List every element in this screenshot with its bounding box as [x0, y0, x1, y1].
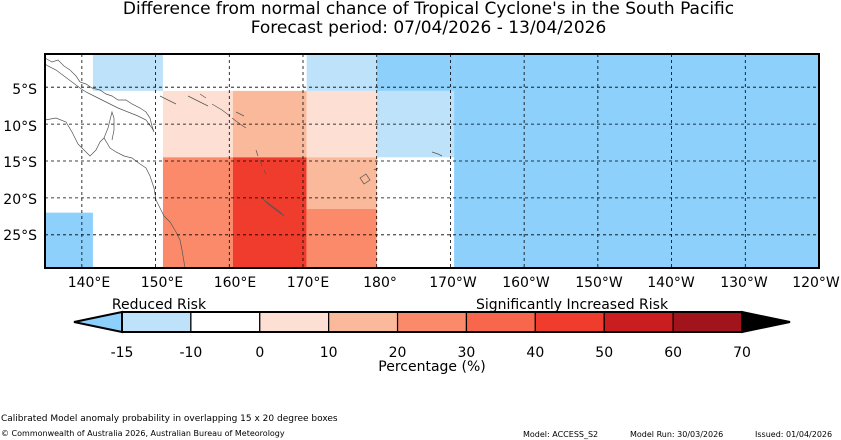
reduced-risk-label: Reduced Risk: [112, 297, 207, 313]
colorbar-under-arrow: [73, 310, 123, 334]
risk-cell: [306, 54, 377, 91]
new-guinea-coast: [45, 57, 155, 133]
colorbar-tick-label: 50: [595, 345, 613, 361]
samoa-islands: [431, 151, 443, 157]
colorbar-bin: [259, 311, 330, 333]
colorbar-tick-label: -10: [179, 345, 202, 361]
colorbar-tick-label: 70: [733, 345, 751, 361]
footer-model: Model: ACCESS_S2: [523, 430, 599, 439]
lon-label: 120°W: [792, 275, 840, 291]
colorbar-over-arrow: [741, 310, 791, 334]
lon-label: 160°E: [214, 275, 257, 291]
map-title: Difference from normal chance of Tropica…: [122, 0, 735, 19]
risk-cell: [162, 157, 233, 268]
colorbar-bin: [190, 311, 261, 333]
footer-model-run: Model Run: 30/03/2026: [630, 430, 724, 439]
fiji-islands: [359, 167, 379, 185]
lon-label: 160°W: [502, 275, 550, 291]
colorbar-bin: [328, 311, 399, 333]
colorbar-bin: [465, 311, 536, 333]
map-frame: [44, 53, 820, 269]
new-caledonia: [261, 197, 285, 217]
colorbar-bin: [603, 311, 674, 333]
colorbar-bin: [121, 311, 192, 333]
colorbar-frame: [121, 311, 743, 333]
lat-label: 10°S: [3, 119, 37, 135]
risk-cell: [232, 157, 307, 268]
colorbar-xlabel: Percentage (%): [378, 359, 485, 375]
lat-label: 20°S: [3, 192, 37, 208]
bismarck-islands: [159, 93, 209, 107]
lon-label: 140°E: [68, 275, 111, 291]
risk-cell: [306, 157, 377, 209]
cape-york-coast: [103, 110, 115, 141]
coastlines: [45, 57, 443, 268]
australia-coast: [45, 117, 186, 268]
footer-note: Calibrated Model anomaly probability in …: [1, 414, 338, 424]
colorbar-tick-label: 40: [526, 345, 544, 361]
colorbar-tick-label: 10: [320, 345, 338, 361]
lat-label: 5°S: [12, 82, 37, 98]
lon-label: 170°W: [429, 275, 477, 291]
lon-label: 150°E: [141, 275, 184, 291]
lon-label: 130°W: [720, 275, 768, 291]
colorbar-bin: [534, 311, 605, 333]
risk-cell: [376, 54, 455, 91]
increased-risk-label: Significantly Increased Risk: [476, 297, 669, 313]
forecast-period: Forecast period: 07/04/2026 - 13/04/2026: [250, 18, 607, 38]
risk-cell: [45, 212, 93, 268]
colorbar-tick-label: 0: [255, 345, 264, 361]
vanuatu-islands: [255, 149, 267, 175]
colorbar-bin: [396, 311, 468, 333]
colorbar-tick-label: 60: [664, 345, 682, 361]
lat-label: 25°S: [3, 228, 37, 244]
lon-label: 140°W: [647, 275, 695, 291]
longitude-labels: 140°E 150°E 160°E 170°E 180° 170°W 160°W…: [68, 275, 840, 291]
footer-issued: Issued: 01/04/2026: [755, 430, 833, 439]
risk-cell: [306, 208, 377, 268]
map-panel: [44, 53, 820, 269]
colorbar-legend: Reduced Risk Significantly Increased Ris…: [73, 297, 791, 375]
graticule: [45, 54, 819, 268]
colorbar-tick-label: 20: [389, 345, 407, 361]
colorbar-tick-label: -15: [111, 345, 134, 361]
lat-label: 15°S: [3, 155, 37, 171]
colorbar-bin: [672, 311, 743, 333]
lon-label: 150°W: [575, 275, 623, 291]
risk-cell: [92, 54, 163, 91]
lon-label: 170°E: [287, 275, 330, 291]
lon-label: 180°: [363, 275, 397, 291]
colorbar-ticks: -15 -10 0 10 20 30 40 50 60 70: [111, 345, 751, 361]
footer-copyright: © Commonwealth of Australia 2026, Austra…: [1, 429, 285, 438]
colorbar-bins: [121, 311, 743, 333]
latitude-labels: 5°S 10°S 15°S 20°S 25°S: [3, 82, 37, 244]
colorbar-tick-label: 30: [458, 345, 476, 361]
